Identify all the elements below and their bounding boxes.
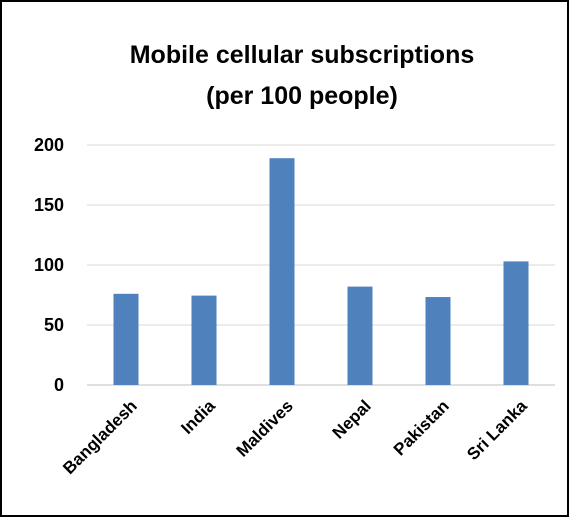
y-tick-label: 150: [34, 195, 64, 215]
y-tick-label: 0: [54, 375, 64, 395]
x-category-label: Maldives: [233, 396, 297, 460]
x-category-label: Bangladesh: [59, 396, 141, 478]
bar-nepal: [347, 286, 373, 385]
y-tick-label: 200: [34, 135, 64, 155]
x-category-label: Nepal: [329, 396, 375, 442]
x-category-label: India: [177, 396, 219, 438]
x-category-label: Sri Lanka: [463, 396, 531, 464]
y-tick-label: 100: [34, 255, 64, 275]
bars: [113, 158, 529, 385]
bar-india: [191, 295, 217, 385]
bar-sri-lanka: [503, 261, 529, 385]
gridlines: [87, 144, 555, 326]
x-category-labels: Bangladesh India Maldives Nepal Pakistan Sri …: [59, 396, 531, 478]
y-tick-label: 50: [44, 315, 64, 335]
chart-title-line-1: Mobile cellular subscriptions: [130, 41, 475, 69]
bar-bangladesh: [113, 293, 139, 385]
y-tick-labels: 0 50 100 150 200: [34, 135, 64, 395]
bar-pakistan: [425, 297, 451, 385]
chart-title-line-2: (per 100 people): [206, 82, 398, 110]
x-category-label: Pakistan: [390, 396, 453, 459]
bar-maldives: [269, 158, 295, 385]
